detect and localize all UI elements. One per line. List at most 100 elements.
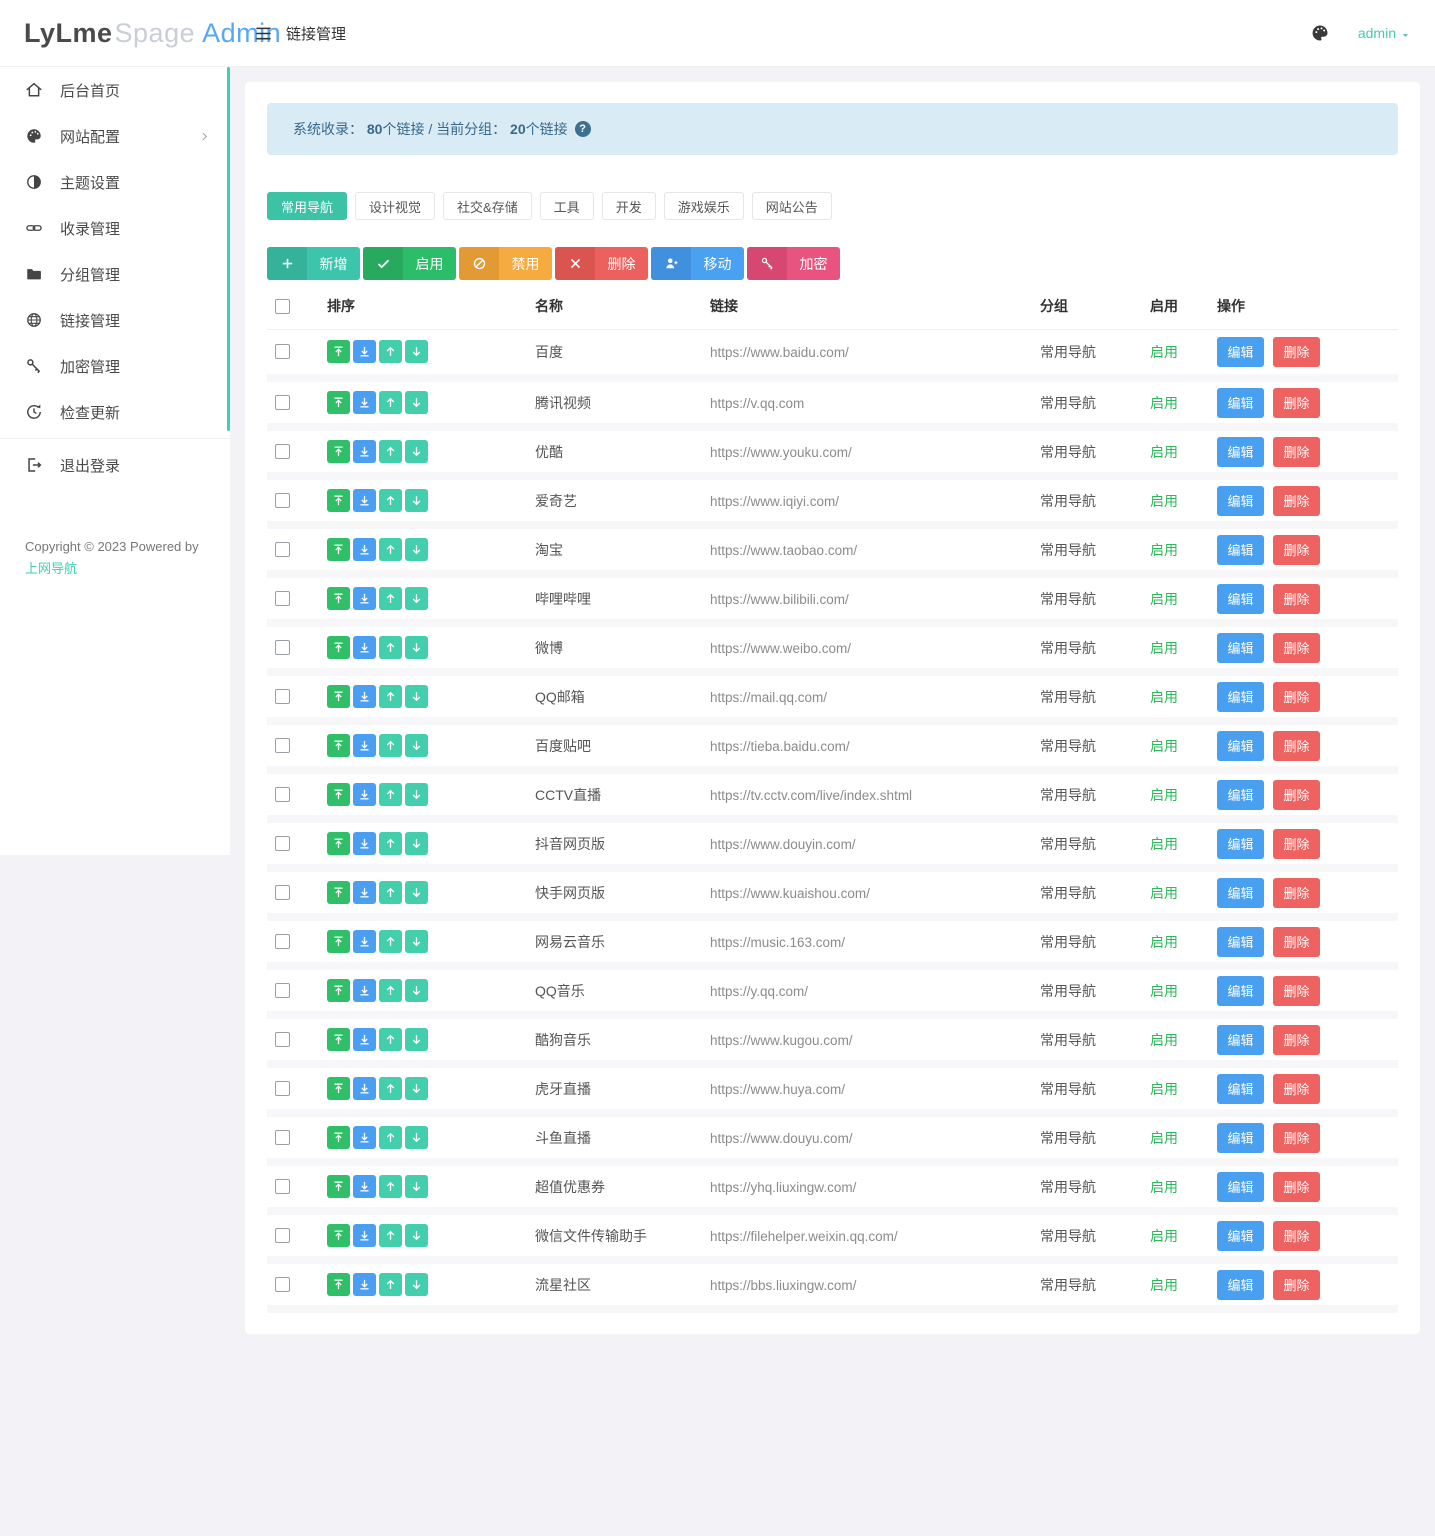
move-top-button[interactable] — [327, 930, 350, 953]
edit-button[interactable]: 编辑 — [1217, 1024, 1264, 1055]
delete-button[interactable]: 删除 — [1273, 975, 1320, 1006]
move-down-button[interactable] — [405, 1224, 428, 1247]
move-down-button[interactable] — [405, 685, 428, 708]
move-bottom-button[interactable] — [353, 881, 376, 904]
row-checkbox[interactable] — [275, 934, 290, 949]
sidebar-scrollbar[interactable] — [227, 67, 230, 431]
copyright-link[interactable]: 上网导航 — [25, 561, 78, 577]
move-up-button[interactable] — [379, 1224, 402, 1247]
edit-button[interactable]: 编辑 — [1217, 1269, 1264, 1300]
tab-1[interactable]: 设计视觉 — [355, 192, 436, 220]
tab-3[interactable]: 工具 — [539, 192, 594, 220]
tab-6[interactable]: 网站公告 — [751, 192, 832, 220]
move-down-button[interactable] — [405, 783, 428, 806]
move-top-button[interactable] — [327, 1126, 350, 1149]
edit-button[interactable]: 编辑 — [1217, 779, 1264, 810]
move-top-button[interactable] — [327, 1028, 350, 1051]
sidebar-item-8[interactable]: 退出登录 — [0, 442, 230, 488]
menu-toggle-icon[interactable] — [254, 24, 273, 43]
move-bottom-button[interactable] — [353, 1224, 376, 1247]
move-down-button[interactable] — [405, 832, 428, 855]
move-top-button[interactable] — [327, 587, 350, 610]
edit-button[interactable]: 编辑 — [1217, 828, 1264, 859]
edit-button[interactable]: 编辑 — [1217, 387, 1264, 418]
delete-button[interactable]: 删除 — [1273, 1073, 1320, 1104]
toolbar-button-2[interactable]: 禁用 — [459, 247, 552, 280]
row-checkbox[interactable] — [275, 1277, 290, 1292]
move-up-button[interactable] — [379, 1175, 402, 1198]
edit-button[interactable]: 编辑 — [1217, 1073, 1264, 1104]
move-top-button[interactable] — [327, 979, 350, 1002]
move-bottom-button[interactable] — [353, 1175, 376, 1198]
move-up-button[interactable] — [379, 734, 402, 757]
move-up-button[interactable] — [379, 881, 402, 904]
delete-button[interactable]: 删除 — [1273, 1024, 1320, 1055]
move-bottom-button[interactable] — [353, 587, 376, 610]
edit-button[interactable]: 编辑 — [1217, 336, 1264, 367]
move-down-button[interactable] — [405, 538, 428, 561]
delete-button[interactable]: 删除 — [1273, 779, 1320, 810]
edit-button[interactable]: 编辑 — [1217, 975, 1264, 1006]
move-bottom-button[interactable] — [353, 930, 376, 953]
toolbar-button-0[interactable]: 新增 — [267, 247, 360, 280]
user-menu[interactable]: admin — [1358, 25, 1411, 41]
move-down-button[interactable] — [405, 587, 428, 610]
move-up-button[interactable] — [379, 538, 402, 561]
move-bottom-button[interactable] — [353, 538, 376, 561]
move-bottom-button[interactable] — [353, 1126, 376, 1149]
move-up-button[interactable] — [379, 979, 402, 1002]
move-down-button[interactable] — [405, 1126, 428, 1149]
move-bottom-button[interactable] — [353, 979, 376, 1002]
edit-button[interactable]: 编辑 — [1217, 730, 1264, 761]
move-bottom-button[interactable] — [353, 636, 376, 659]
move-up-button[interactable] — [379, 636, 402, 659]
move-bottom-button[interactable] — [353, 1077, 376, 1100]
move-up-button[interactable] — [379, 1028, 402, 1051]
move-bottom-button[interactable] — [353, 783, 376, 806]
move-bottom-button[interactable] — [353, 1273, 376, 1296]
sidebar-item-6[interactable]: 加密管理 — [0, 343, 230, 389]
move-bottom-button[interactable] — [353, 340, 376, 364]
move-top-button[interactable] — [327, 783, 350, 806]
row-checkbox[interactable] — [275, 395, 290, 410]
edit-button[interactable]: 编辑 — [1217, 583, 1264, 614]
sidebar-item-1[interactable]: 网站配置 — [0, 113, 230, 159]
edit-button[interactable]: 编辑 — [1217, 436, 1264, 467]
move-top-button[interactable] — [327, 881, 350, 904]
tab-2[interactable]: 社交&存储 — [443, 192, 532, 220]
toolbar-button-1[interactable]: 启用 — [363, 247, 456, 280]
delete-button[interactable]: 删除 — [1273, 730, 1320, 761]
move-bottom-button[interactable] — [353, 1028, 376, 1051]
move-up-button[interactable] — [379, 340, 402, 364]
move-top-button[interactable] — [327, 340, 350, 364]
theme-palette-icon[interactable] — [1310, 23, 1330, 43]
move-bottom-button[interactable] — [353, 685, 376, 708]
move-up-button[interactable] — [379, 391, 402, 414]
move-up-button[interactable] — [379, 832, 402, 855]
sidebar-item-5[interactable]: 链接管理 — [0, 297, 230, 343]
row-checkbox[interactable] — [275, 885, 290, 900]
row-checkbox[interactable] — [275, 493, 290, 508]
move-up-button[interactable] — [379, 489, 402, 512]
sidebar-item-7[interactable]: 检查更新 — [0, 389, 230, 435]
edit-button[interactable]: 编辑 — [1217, 1122, 1264, 1153]
move-up-button[interactable] — [379, 783, 402, 806]
move-down-button[interactable] — [405, 489, 428, 512]
move-down-button[interactable] — [405, 391, 428, 414]
move-down-button[interactable] — [405, 979, 428, 1002]
move-bottom-button[interactable] — [353, 734, 376, 757]
move-top-button[interactable] — [327, 685, 350, 708]
delete-button[interactable]: 删除 — [1273, 485, 1320, 516]
move-down-button[interactable] — [405, 930, 428, 953]
move-top-button[interactable] — [327, 489, 350, 512]
move-top-button[interactable] — [327, 832, 350, 855]
edit-button[interactable]: 编辑 — [1217, 926, 1264, 957]
move-top-button[interactable] — [327, 734, 350, 757]
move-top-button[interactable] — [327, 1175, 350, 1198]
delete-button[interactable]: 删除 — [1273, 1122, 1320, 1153]
move-up-button[interactable] — [379, 440, 402, 463]
delete-button[interactable]: 删除 — [1273, 436, 1320, 467]
edit-button[interactable]: 编辑 — [1217, 1220, 1264, 1251]
row-checkbox[interactable] — [275, 640, 290, 655]
tab-0[interactable]: 常用导航 — [267, 192, 348, 220]
